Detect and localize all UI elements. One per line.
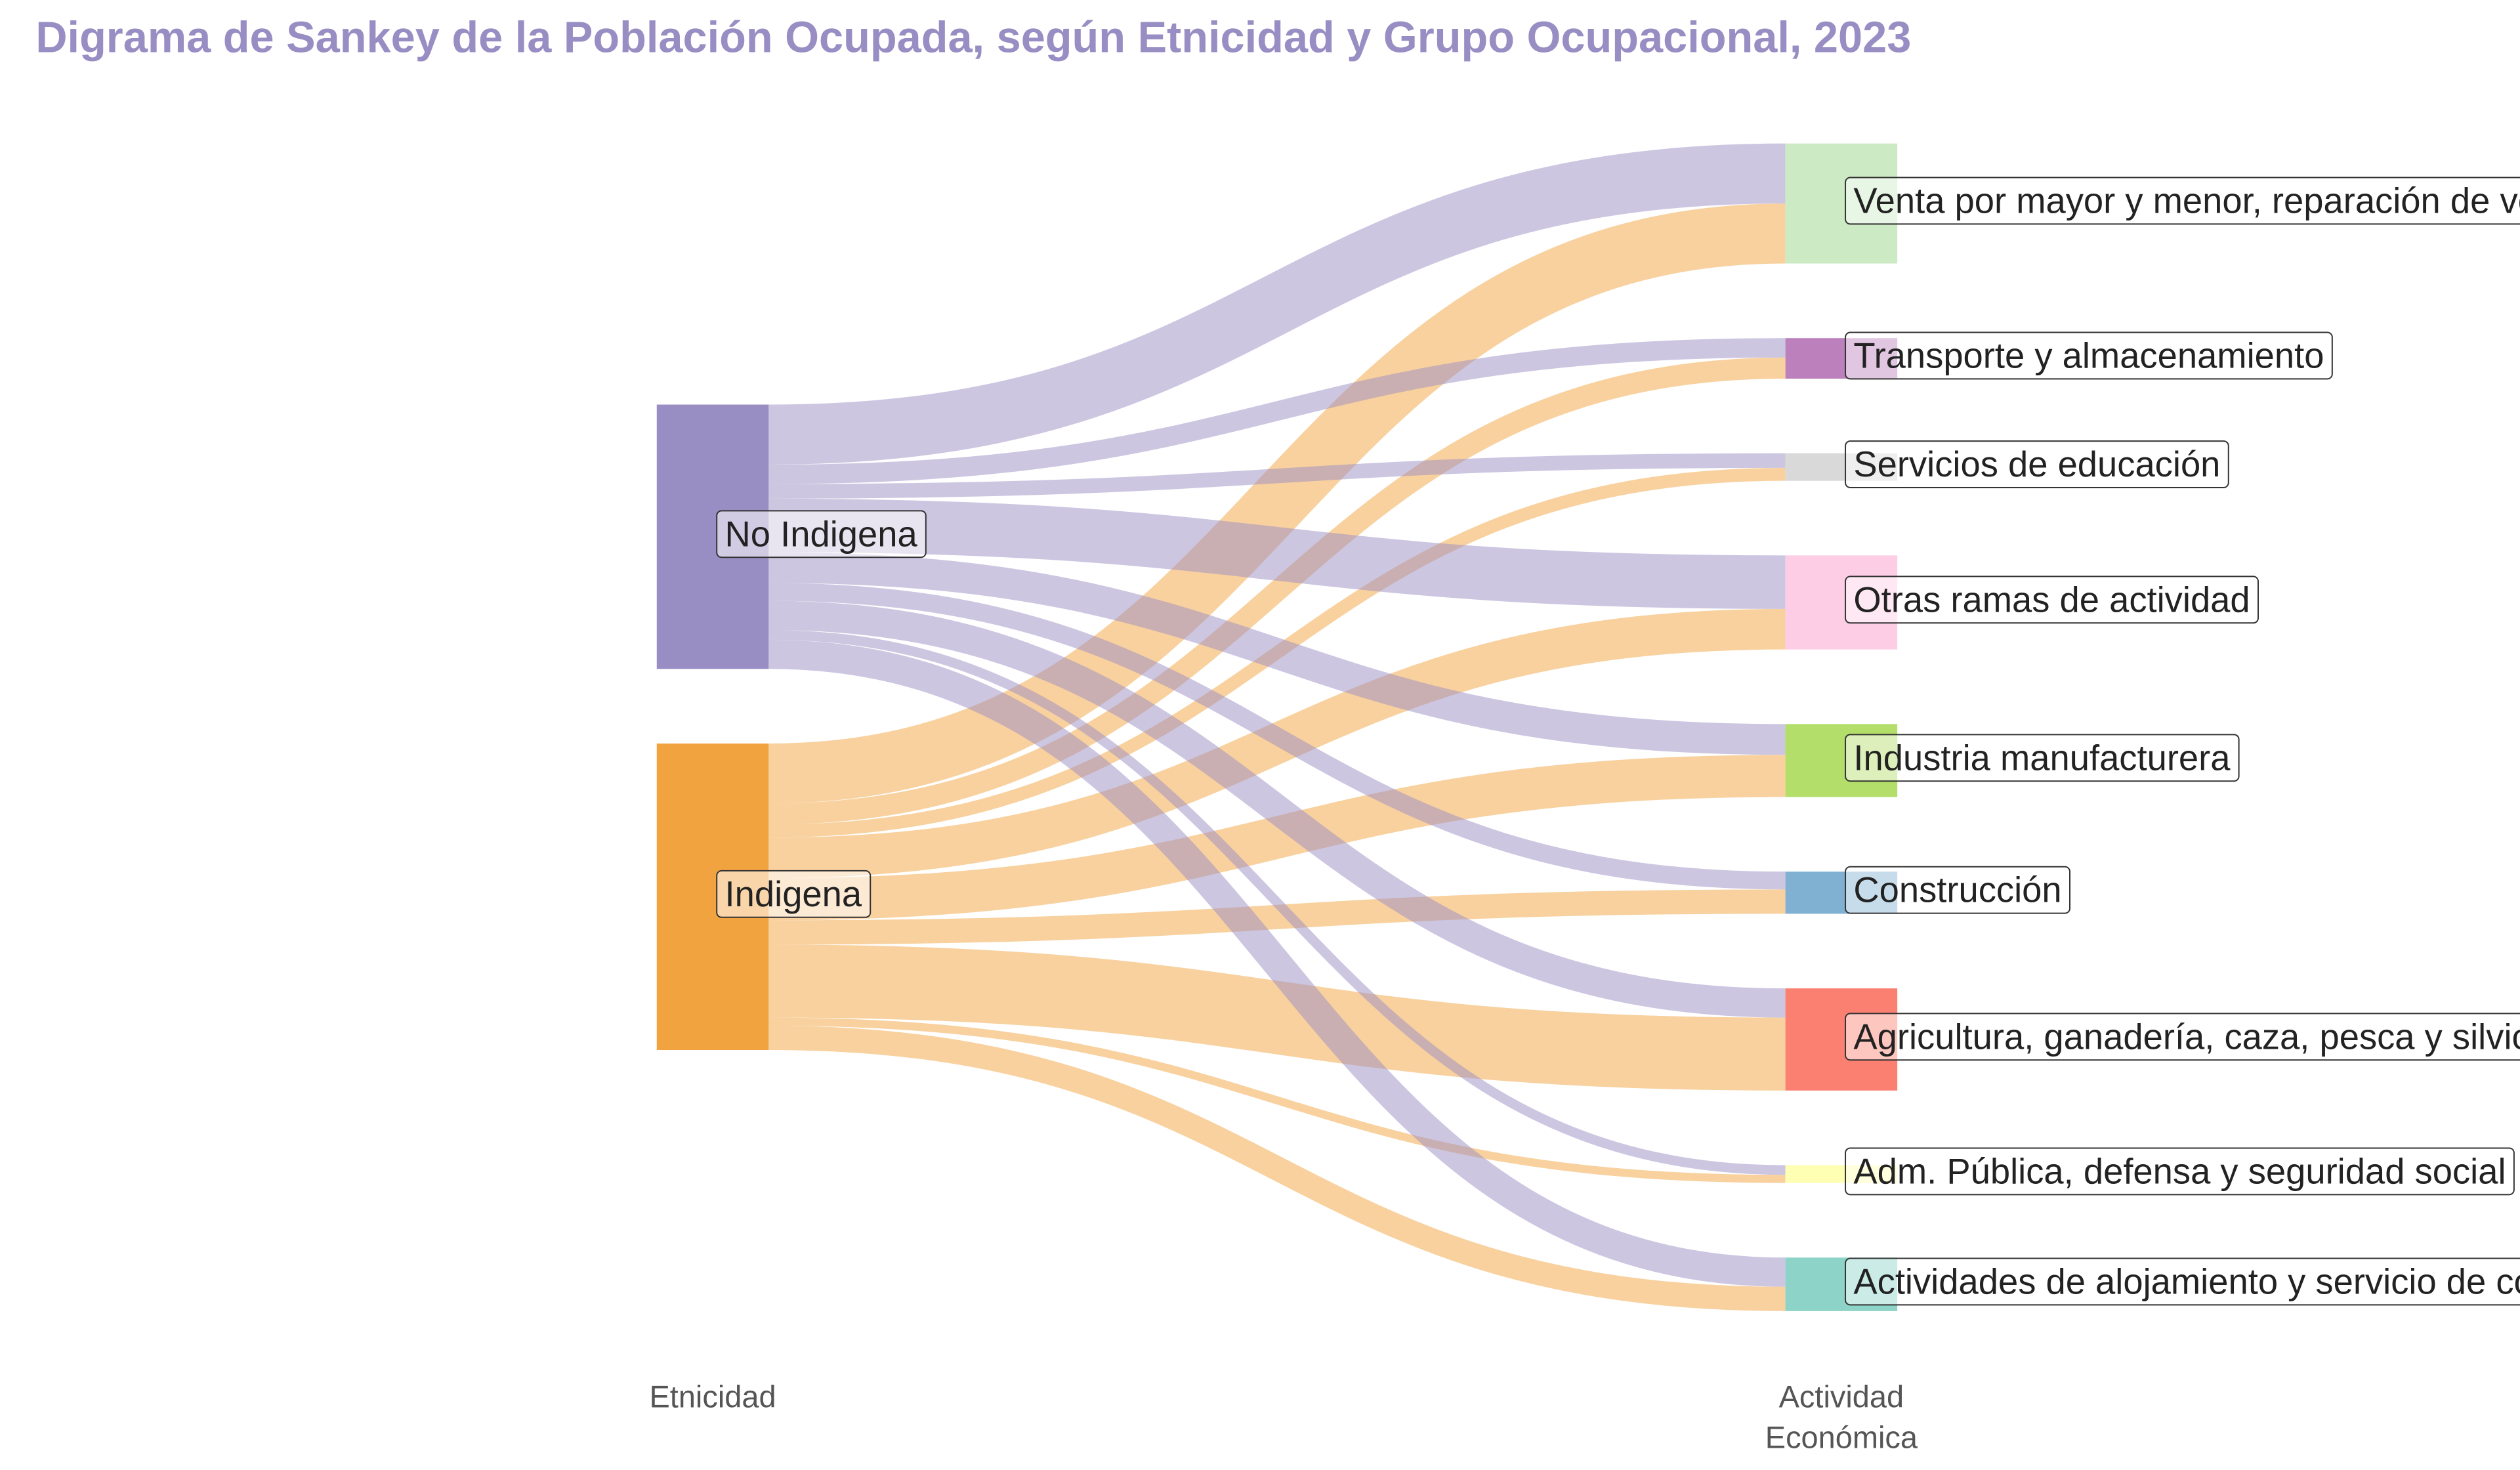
link bbox=[768, 600, 1786, 1018]
node-label-group: Servicios de educación bbox=[1845, 440, 2229, 488]
node-label-group: Construcción bbox=[1845, 866, 2070, 914]
label-box bbox=[1845, 440, 2229, 488]
link bbox=[768, 583, 1786, 890]
link bbox=[768, 552, 1786, 755]
link bbox=[768, 889, 1786, 945]
column-label-line: Actividad bbox=[1779, 1380, 1904, 1414]
label-box bbox=[716, 870, 872, 918]
node-label-group: Indigena bbox=[716, 870, 872, 918]
node-label-group: Actividades de alojamiento y servicio de… bbox=[1845, 1257, 2520, 1306]
label-box bbox=[1845, 1013, 2520, 1061]
node-label: Venta por mayor y menor, reparación de v… bbox=[1853, 180, 2520, 220]
label-box bbox=[1845, 177, 2520, 225]
link bbox=[768, 755, 1786, 921]
node-label-group: Transporte y almacenamiento bbox=[1845, 331, 2333, 380]
chart-title: Digrama de Sankey de la Población Ocupad… bbox=[35, 13, 1911, 62]
label-box bbox=[716, 510, 927, 558]
link bbox=[768, 338, 1786, 484]
node-label-group: No Indigena bbox=[716, 510, 927, 558]
node-label-group: Venta por mayor y menor, reparación de v… bbox=[1845, 177, 2520, 225]
links bbox=[768, 143, 1786, 1311]
column-label: Etnicidad bbox=[649, 1380, 776, 1414]
node-label: Indigena bbox=[725, 874, 862, 914]
node-label: Servicios de educación bbox=[1853, 444, 2220, 484]
link bbox=[768, 639, 1786, 1287]
node-label: Actividades de alojamiento y servicio de… bbox=[1853, 1261, 2520, 1301]
label-box bbox=[1845, 734, 2240, 782]
label-box bbox=[1845, 1257, 2520, 1306]
node-label: Transporte y almacenamiento bbox=[1853, 335, 2324, 375]
link bbox=[768, 1025, 1786, 1311]
link bbox=[768, 203, 1786, 804]
link bbox=[768, 453, 1786, 499]
link bbox=[768, 143, 1786, 465]
column-label-line: Económica bbox=[1765, 1421, 1918, 1455]
node-label-group: Industria manufacturera bbox=[1845, 734, 2240, 782]
node-label: Agricultura, ganadería, caza, pesca y si… bbox=[1853, 1017, 2520, 1057]
column-label: Actividad Económica bbox=[1765, 1380, 1918, 1455]
node-label: Industria manufacturera bbox=[1853, 738, 2231, 778]
link bbox=[768, 1017, 1786, 1183]
node-label-group: Agricultura, ganadería, caza, pesca y si… bbox=[1845, 1013, 2520, 1061]
node-label: Otras ramas de actividad bbox=[1853, 579, 2250, 620]
node-label: Construcción bbox=[1853, 870, 2061, 910]
link bbox=[768, 498, 1786, 609]
node-label-group: Adm. Pública, defensa y seguridad social bbox=[1845, 1147, 2515, 1196]
node-label: No Indigena bbox=[725, 514, 918, 554]
column-label-line: Etnicidad bbox=[649, 1380, 776, 1414]
node-label: Adm. Pública, defensa y seguridad social bbox=[1853, 1151, 2506, 1191]
label-box bbox=[1845, 576, 2259, 624]
label-box bbox=[1845, 331, 2333, 380]
node-label-group: Otras ramas de actividad bbox=[1845, 576, 2259, 624]
link bbox=[768, 944, 1786, 1091]
label-box bbox=[1845, 1147, 2515, 1196]
link bbox=[768, 630, 1786, 1175]
label-box bbox=[1845, 866, 2070, 914]
link bbox=[768, 357, 1786, 825]
